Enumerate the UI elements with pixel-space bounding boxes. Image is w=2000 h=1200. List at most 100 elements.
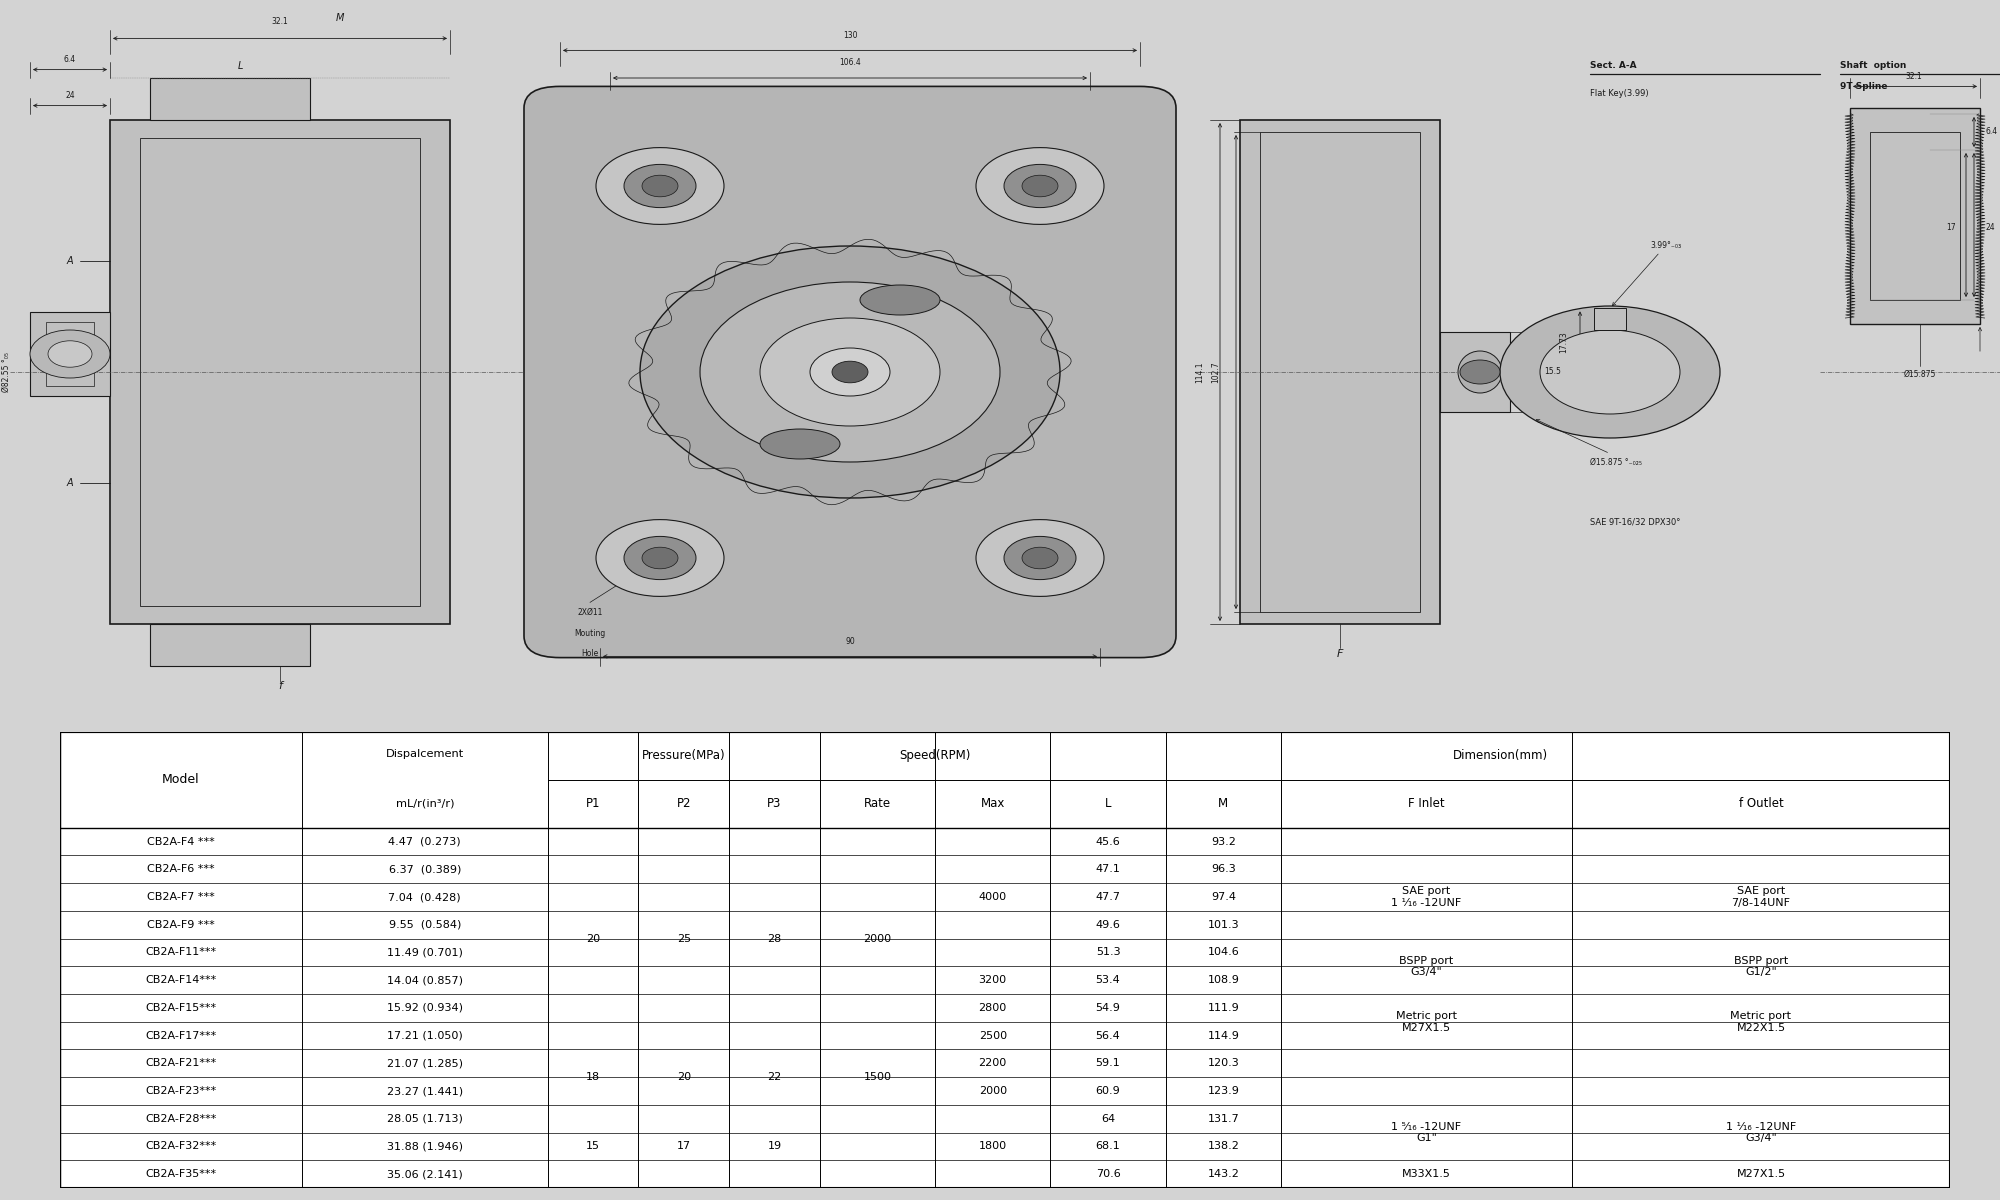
Text: 102.7: 102.7 xyxy=(1212,361,1220,383)
Bar xyxy=(150,624,310,666)
Text: Speed(RPM): Speed(RPM) xyxy=(900,750,970,762)
Text: BSPP port
G1/2": BSPP port G1/2" xyxy=(1734,955,1788,977)
Text: 4000: 4000 xyxy=(978,892,1006,902)
Text: 15.92 (0.934): 15.92 (0.934) xyxy=(386,1003,462,1013)
Text: 17: 17 xyxy=(1946,223,1956,233)
Text: Pressure(MPa): Pressure(MPa) xyxy=(642,750,726,762)
Text: 106.4: 106.4 xyxy=(840,58,860,67)
Text: Mouting: Mouting xyxy=(574,629,606,638)
Text: Shaft  option: Shaft option xyxy=(1840,61,1906,71)
Text: F Inlet: F Inlet xyxy=(1408,797,1444,810)
Text: P1: P1 xyxy=(586,797,600,810)
Text: A: A xyxy=(66,478,74,488)
Text: Sect. A-A: Sect. A-A xyxy=(1590,61,1636,71)
Text: 111.9: 111.9 xyxy=(1208,1003,1240,1013)
Text: 70.6: 70.6 xyxy=(1096,1169,1120,1180)
Text: 2500: 2500 xyxy=(978,1031,1006,1040)
Text: CB2A-F17***: CB2A-F17*** xyxy=(146,1031,216,1040)
Circle shape xyxy=(1460,360,1500,384)
Circle shape xyxy=(1022,175,1058,197)
Text: 59.1: 59.1 xyxy=(1096,1058,1120,1068)
Text: CB2A-F9 ***: CB2A-F9 *** xyxy=(148,919,214,930)
Circle shape xyxy=(48,341,92,367)
Text: CB2A-F15***: CB2A-F15*** xyxy=(146,1003,216,1013)
Text: 53.4: 53.4 xyxy=(1096,976,1120,985)
Text: CB2A-F7 ***: CB2A-F7 *** xyxy=(148,892,214,902)
Text: Dispalcement: Dispalcement xyxy=(386,749,464,758)
Text: CB2A-F23***: CB2A-F23*** xyxy=(146,1086,216,1096)
Text: 35.06 (2.141): 35.06 (2.141) xyxy=(386,1169,462,1180)
FancyBboxPatch shape xyxy=(524,86,1176,658)
Text: 60.9: 60.9 xyxy=(1096,1086,1120,1096)
Text: 4.47  (0.273): 4.47 (0.273) xyxy=(388,836,462,847)
Text: CB2A-F14***: CB2A-F14*** xyxy=(146,976,216,985)
Circle shape xyxy=(30,330,110,378)
Text: 2000: 2000 xyxy=(978,1086,1006,1096)
Text: 90: 90 xyxy=(846,637,854,647)
Text: L: L xyxy=(238,61,242,71)
Text: 138.2: 138.2 xyxy=(1208,1141,1240,1152)
Text: 17: 17 xyxy=(676,1141,690,1152)
Text: 11.49 (0.701): 11.49 (0.701) xyxy=(386,948,462,958)
Text: P2: P2 xyxy=(676,797,690,810)
Text: Hole: Hole xyxy=(582,649,598,659)
Text: 130: 130 xyxy=(842,31,858,41)
Bar xyxy=(1240,120,1440,624)
Text: Ø15.875 °₋₀₂₅: Ø15.875 °₋₀₂₅ xyxy=(1590,457,1642,467)
Text: 6.4: 6.4 xyxy=(1986,127,1998,137)
Text: L: L xyxy=(1104,797,1112,810)
Text: Rate: Rate xyxy=(864,797,890,810)
Text: M33X1.5: M33X1.5 xyxy=(1402,1169,1450,1180)
Text: 9T Spline: 9T Spline xyxy=(1840,82,1888,91)
Text: 21.07 (1.285): 21.07 (1.285) xyxy=(386,1058,462,1068)
Text: 6.4: 6.4 xyxy=(64,55,76,65)
Text: 120.3: 120.3 xyxy=(1208,1058,1240,1068)
Text: 14.04 (0.857): 14.04 (0.857) xyxy=(386,976,462,985)
Text: CB2A-F11***: CB2A-F11*** xyxy=(146,948,216,958)
Text: CB2A-F32***: CB2A-F32*** xyxy=(146,1141,216,1152)
Bar xyxy=(30,312,110,396)
Text: f: f xyxy=(278,682,282,691)
Text: 47.1: 47.1 xyxy=(1096,864,1120,875)
Text: M: M xyxy=(336,13,344,23)
Text: 23.27 (1.441): 23.27 (1.441) xyxy=(386,1086,462,1096)
Text: 2000: 2000 xyxy=(864,934,892,943)
Circle shape xyxy=(810,348,890,396)
Text: 2800: 2800 xyxy=(978,1003,1006,1013)
Circle shape xyxy=(596,520,724,596)
Text: BSPP port
G3/4": BSPP port G3/4" xyxy=(1400,955,1454,977)
Bar xyxy=(110,120,450,624)
Text: 1800: 1800 xyxy=(978,1141,1006,1152)
Text: 56.4: 56.4 xyxy=(1096,1031,1120,1040)
Text: mL/r(in³/r): mL/r(in³/r) xyxy=(396,799,454,809)
Text: 123.9: 123.9 xyxy=(1208,1086,1240,1096)
Text: 143.2: 143.2 xyxy=(1208,1169,1240,1180)
Circle shape xyxy=(1022,547,1058,569)
Bar xyxy=(1870,132,1960,300)
Bar xyxy=(150,78,310,120)
Text: 93.2: 93.2 xyxy=(1210,836,1236,847)
Text: 32.1: 32.1 xyxy=(1906,72,1922,82)
Text: SAE 9T-16/32 DPX30°: SAE 9T-16/32 DPX30° xyxy=(1590,517,1680,527)
Text: 51.3: 51.3 xyxy=(1096,948,1120,958)
Circle shape xyxy=(760,318,940,426)
Text: 64: 64 xyxy=(1100,1114,1116,1123)
Text: 114.1: 114.1 xyxy=(1196,361,1204,383)
Circle shape xyxy=(1004,536,1076,580)
Text: 1 ¹⁄₁₆ -12UNF
G3/4": 1 ¹⁄₁₆ -12UNF G3/4" xyxy=(1726,1122,1796,1144)
Circle shape xyxy=(642,175,678,197)
Text: Max: Max xyxy=(980,797,1004,810)
Text: Metric port
M22X1.5: Metric port M22X1.5 xyxy=(1730,1010,1792,1032)
Bar xyxy=(1260,132,1420,612)
Text: 2200: 2200 xyxy=(978,1058,1006,1068)
Text: 3.99°₋₀₃: 3.99°₋₀₃ xyxy=(1650,241,1682,251)
Text: 47.7: 47.7 xyxy=(1096,892,1120,902)
Text: 131.7: 131.7 xyxy=(1208,1114,1240,1123)
Text: 1 ⁵⁄₁₆ -12UNF
G1": 1 ⁵⁄₁₆ -12UNF G1" xyxy=(1392,1122,1462,1144)
Bar xyxy=(140,138,420,606)
Text: CB2A-F28***: CB2A-F28*** xyxy=(146,1114,216,1123)
Text: 28.05 (1.713): 28.05 (1.713) xyxy=(386,1114,462,1123)
Text: Metric port
M27X1.5: Metric port M27X1.5 xyxy=(1396,1010,1456,1032)
Text: 24: 24 xyxy=(66,91,74,101)
Circle shape xyxy=(1004,164,1076,208)
